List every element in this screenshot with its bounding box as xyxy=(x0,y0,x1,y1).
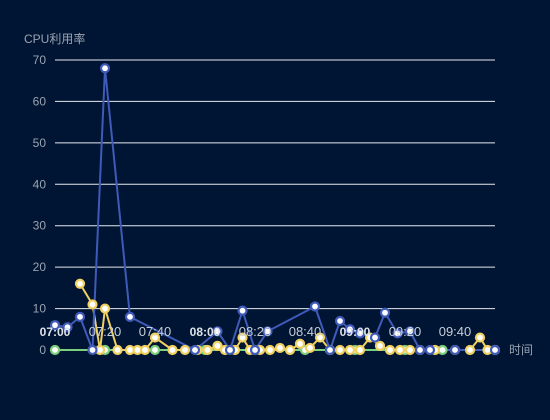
y-tick-label: 20 xyxy=(33,260,47,274)
data-point xyxy=(474,332,486,343)
x-tick-label: 09:00 xyxy=(340,325,371,339)
x-tick-label: 08:40 xyxy=(289,324,322,339)
data-point xyxy=(344,324,356,335)
y-tick-label: 40 xyxy=(33,177,47,191)
data-point xyxy=(112,344,123,356)
data-point xyxy=(309,301,321,312)
data-point xyxy=(424,344,436,356)
data-point xyxy=(189,344,201,356)
data-point xyxy=(264,344,276,356)
data-point xyxy=(489,344,501,356)
series-line xyxy=(79,283,495,351)
grid-layer xyxy=(55,59,495,310)
data-point xyxy=(237,305,248,316)
data-point xyxy=(237,332,248,343)
x-tick-label: 09:40 xyxy=(439,324,472,339)
data-point xyxy=(304,342,316,354)
data-point xyxy=(379,307,391,318)
data-point xyxy=(179,344,191,356)
x-tick-label: 07:20 xyxy=(89,324,122,339)
data-point xyxy=(354,344,366,356)
data-point xyxy=(149,332,161,343)
data-point xyxy=(449,344,461,356)
data-point xyxy=(49,344,61,356)
data-point xyxy=(167,344,178,356)
data-point xyxy=(394,344,406,356)
data-point xyxy=(294,338,306,349)
data-point xyxy=(404,344,416,356)
data-point xyxy=(212,326,223,337)
data-point xyxy=(202,344,213,356)
y-tick-label: 70 xyxy=(33,53,47,67)
y-tick-layer: 0 10 20 30 40 50 60 70 xyxy=(33,53,47,357)
data-point xyxy=(62,322,73,333)
series-line xyxy=(54,67,495,351)
data-point xyxy=(74,311,86,322)
data-point xyxy=(249,344,261,356)
data-point xyxy=(314,332,326,343)
x-tick-label: 07:00 xyxy=(40,325,71,339)
y-tick-label: 30 xyxy=(33,219,47,233)
data-point xyxy=(354,328,366,339)
x-axis-title: 时间 xyxy=(509,343,533,357)
data-point xyxy=(99,63,111,74)
data-point xyxy=(404,326,416,337)
data-point xyxy=(87,344,98,356)
y-axis-title: CPU利用率 xyxy=(24,31,85,46)
x-tick-layer: 07:00 07:20 07:40 08:00 08:20 08:40 09:00 09:20… xyxy=(40,324,472,339)
data-point xyxy=(49,320,61,331)
data-point xyxy=(344,344,356,356)
data-point xyxy=(124,311,136,322)
x-tick-label: 08:00 xyxy=(190,325,221,339)
data-point xyxy=(139,344,151,356)
data-point xyxy=(414,344,426,356)
x-tick-label: 07:40 xyxy=(139,324,172,339)
x-tick-label: 09:20 xyxy=(389,324,422,339)
data-point xyxy=(74,278,86,289)
data-point xyxy=(274,342,286,354)
data-point xyxy=(284,344,296,356)
data-point xyxy=(464,344,476,356)
data-point xyxy=(149,344,161,356)
data-point xyxy=(212,340,223,351)
y-tick-label: 10 xyxy=(33,302,47,316)
data-point xyxy=(392,328,403,339)
data-point xyxy=(374,340,386,351)
data-point xyxy=(224,344,236,356)
y-tick-label: 0 xyxy=(39,343,46,357)
data-point xyxy=(324,344,336,356)
x-tick-label: 08:20 xyxy=(239,324,272,339)
data-point xyxy=(369,332,381,343)
data-point xyxy=(262,326,273,337)
data-point xyxy=(99,303,111,314)
data-point xyxy=(334,315,346,327)
y-tick-label: 60 xyxy=(33,94,47,108)
y-tick-label: 50 xyxy=(33,136,47,150)
data-point xyxy=(384,344,396,356)
data-point xyxy=(87,299,98,310)
series-layer xyxy=(49,63,501,356)
data-point xyxy=(334,344,346,356)
